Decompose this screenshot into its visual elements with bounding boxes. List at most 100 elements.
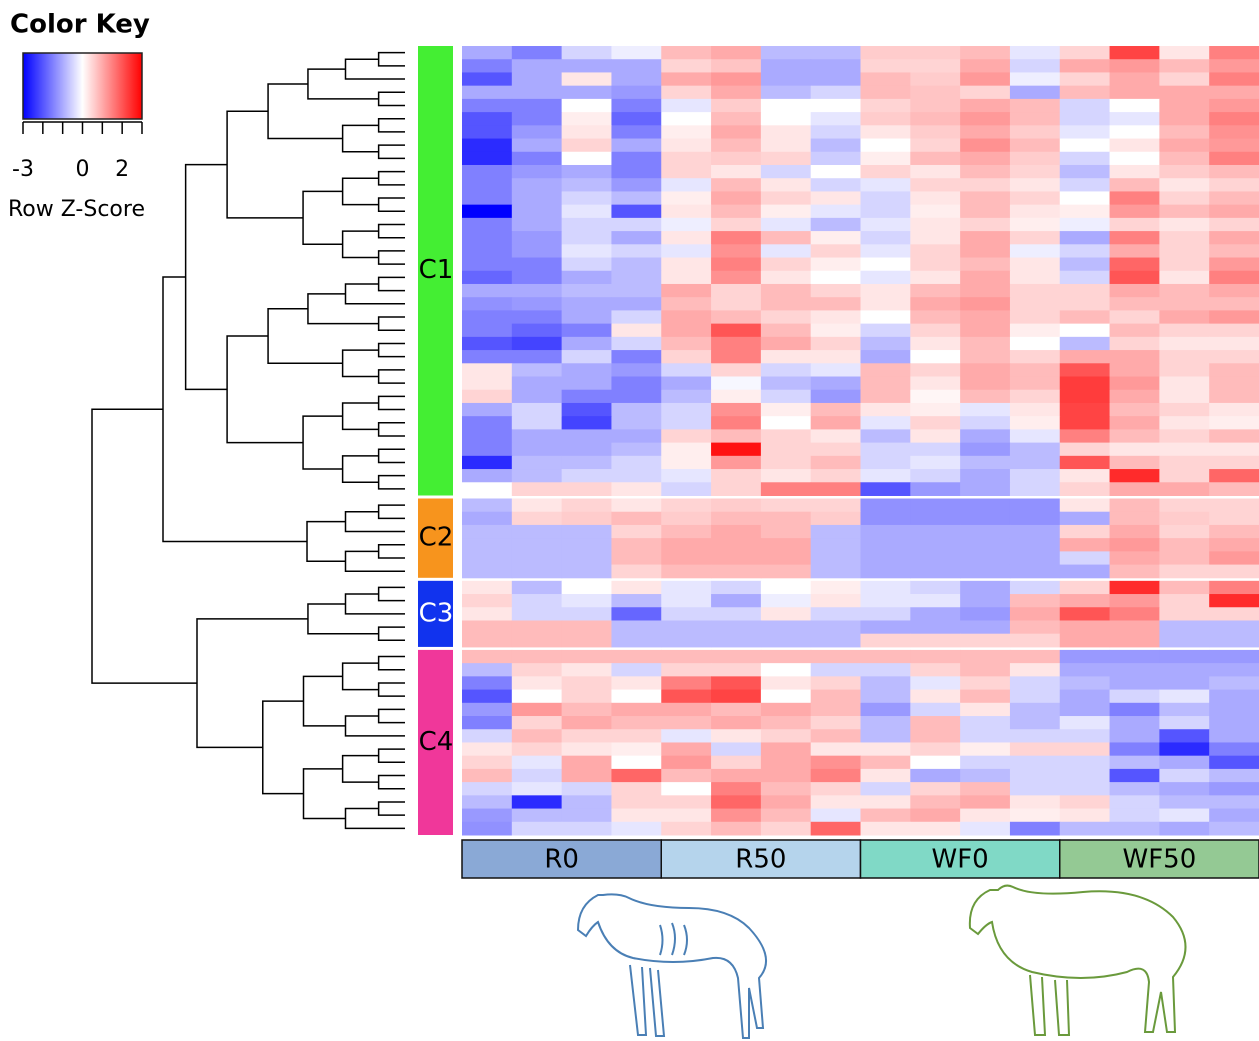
- heatmap-cell: [462, 442, 513, 457]
- heatmap-cell: [561, 469, 612, 483]
- heatmap-cell: [1109, 511, 1160, 526]
- heatmap-cell: [1159, 336, 1210, 351]
- heatmap-cell: [1109, 620, 1160, 635]
- heatmap-cell: [611, 178, 662, 192]
- heatmap-cell: [810, 46, 861, 60]
- heatmap-cell: [910, 768, 961, 783]
- heatmap-cell: [511, 821, 563, 836]
- heatmap-cell: [1059, 336, 1111, 351]
- heatmap-cell: [760, 716, 812, 730]
- heatmap-cell: [611, 482, 662, 496]
- heatmap-cell: [661, 231, 712, 245]
- heatmap-cell: [1059, 564, 1111, 579]
- heatmap-cell: [810, 429, 861, 444]
- heatmap-cell: [760, 191, 812, 206]
- heatmap-cell: [760, 620, 812, 635]
- heatmap-cell: [1209, 633, 1259, 648]
- heatmap-cell: [711, 729, 762, 743]
- heatmap-cell: [810, 125, 861, 140]
- heatmap-cell: [561, 594, 612, 608]
- dendrogram-branch: [307, 68, 379, 100]
- heatmap-cell: [810, 191, 861, 206]
- heatmap-cell: [1059, 98, 1111, 113]
- heatmap-cell: [611, 455, 662, 470]
- heatmap-cell: [561, 795, 612, 810]
- dendrogram-branch: [341, 177, 379, 206]
- heatmap-cell: [1009, 524, 1061, 539]
- heatmap-cell: [1009, 416, 1061, 430]
- heatmap-cell: [511, 217, 563, 232]
- heatmap-cell: [511, 98, 563, 113]
- cluster-bar: [418, 46, 453, 496]
- dendrogram-branch: [377, 91, 405, 107]
- heatmap-cell: [1159, 676, 1210, 691]
- heatmap-cell: [511, 85, 563, 100]
- heatmap-cell: [511, 524, 563, 539]
- heatmap-cell: [661, 323, 712, 338]
- heatmap-cell: [661, 594, 712, 608]
- heatmap-cell: [1109, 795, 1160, 810]
- heatmap-cell: [810, 416, 861, 430]
- heatmap-cell: [1159, 46, 1210, 60]
- heatmap-cell: [462, 323, 513, 338]
- heatmap-cell: [611, 389, 662, 404]
- heatmap-cell: [661, 72, 712, 87]
- heatmap-cell: [1009, 702, 1061, 717]
- heatmap-cell: [711, 59, 762, 73]
- group-label: WF0: [932, 845, 989, 875]
- heatmap-cell: [1009, 663, 1061, 677]
- heatmap-cell: [711, 676, 762, 691]
- heatmap-cell: [1059, 594, 1111, 608]
- heatmap-cell: [561, 191, 612, 206]
- heatmap-cell: [960, 59, 1011, 73]
- heatmap-cell: [561, 178, 612, 192]
- heatmap-cell: [1009, 498, 1061, 513]
- heatmap-cell: [1009, 297, 1061, 311]
- heatmap-cell: [910, 138, 961, 153]
- heatmap-cell: [711, 755, 762, 770]
- heatmap-cell: [1159, 270, 1210, 285]
- heatmap-cell: [511, 112, 563, 126]
- heatmap-cell: [760, 580, 812, 595]
- heatmap-cell: [810, 376, 861, 391]
- heatmap-cell: [910, 782, 961, 796]
- heatmap-cell: [760, 231, 812, 245]
- dendrogram-branch: [302, 768, 346, 820]
- dendrogram-branch: [307, 293, 379, 325]
- heatmap-cell: [810, 138, 861, 153]
- heatmap-cell: [561, 363, 612, 378]
- heatmap-cell: [611, 795, 662, 810]
- heatmap-cell: [661, 244, 712, 259]
- heatmap-cell: [910, 217, 961, 232]
- heatmap-cell: [1159, 702, 1210, 717]
- heatmap-cell: [1059, 782, 1111, 796]
- dendrogram-branch: [344, 58, 405, 80]
- heatmap-cell: [611, 46, 662, 60]
- heatmap-cell: [1109, 607, 1160, 621]
- heatmap-cell: [910, 297, 961, 311]
- heatmap-cell: [1109, 416, 1160, 430]
- key-label: Row Z-Score: [8, 197, 145, 222]
- heatmap-cell: [1209, 310, 1259, 325]
- heatmap-cell: [810, 607, 861, 621]
- heatmap-cell: [1009, 633, 1061, 648]
- heatmap-cell: [1009, 323, 1061, 338]
- heatmap-cell: [760, 455, 812, 470]
- heatmap-cell: [511, 138, 563, 153]
- heatmap-cell: [960, 580, 1011, 595]
- heatmap-cell: [611, 821, 662, 836]
- heatmap-cell: [960, 594, 1011, 608]
- heatmap-cell: [661, 363, 712, 378]
- heatmap-cell: [1159, 350, 1210, 364]
- heatmap-cell: [960, 429, 1011, 444]
- heatmap-cell: [860, 336, 911, 351]
- heatmap-cell: [1109, 808, 1160, 823]
- heatmap-cell: [1159, 663, 1210, 677]
- heatmap-cell: [860, 594, 911, 608]
- heatmap-cell: [661, 217, 712, 232]
- heatmap-cell: [1009, 85, 1061, 100]
- heatmap-cell: [1109, 178, 1160, 192]
- heatmap-cell: [711, 633, 762, 648]
- heatmap-cell: [760, 270, 812, 285]
- heatmap-cell: [860, 85, 911, 100]
